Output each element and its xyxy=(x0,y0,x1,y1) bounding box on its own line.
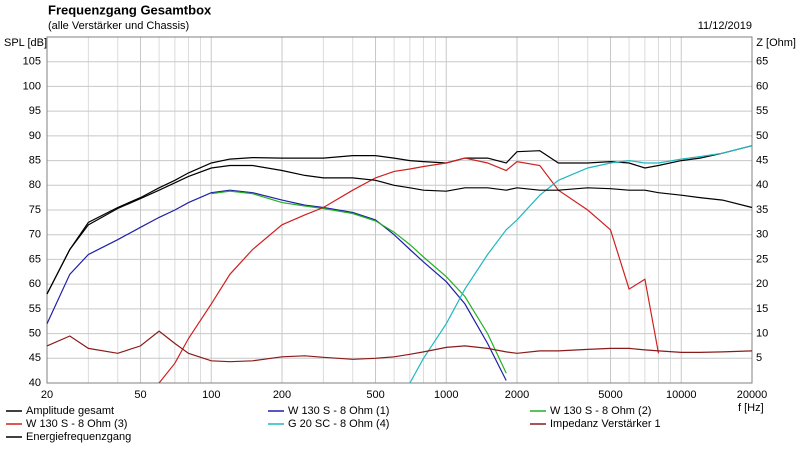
series-line xyxy=(46,145,753,295)
y2-axis-label: Z [Ohm] xyxy=(756,37,796,49)
legend-label: W 130 S - 8 Ohm (2) xyxy=(550,405,651,417)
x-tick-label: 100 xyxy=(202,389,220,401)
y-tick-label: 75 xyxy=(29,204,41,216)
series-line xyxy=(158,157,660,384)
y2-tick-label: 20 xyxy=(756,278,768,290)
y2-tick-label: 35 xyxy=(756,204,768,216)
x-tick-label: 2000 xyxy=(505,389,529,401)
chart-subtitle: (alle Verstärker und Chassis) xyxy=(48,20,189,32)
x-tick-label: 5000 xyxy=(598,389,622,401)
series-line xyxy=(46,189,507,381)
series-line xyxy=(46,164,753,295)
y2-tick-label: 15 xyxy=(756,303,768,315)
series-line xyxy=(211,190,507,374)
y2-tick-label: 10 xyxy=(756,327,768,339)
series-line xyxy=(409,145,753,384)
legend-label: G 20 SC - 8 Ohm (4) xyxy=(288,418,389,430)
x-axis-label: f [Hz] xyxy=(738,402,764,414)
chart-date: 11/12/2019 xyxy=(698,20,752,32)
y2-tick-label: 45 xyxy=(756,154,768,166)
y2-tick-label: 50 xyxy=(756,130,768,142)
y2-tick-label: 40 xyxy=(756,179,768,191)
y-tick-label: 45 xyxy=(29,352,41,364)
chart-title: Frequenzgang Gesamtbox xyxy=(48,2,212,17)
y-tick-label: 60 xyxy=(29,278,41,290)
y-tick-label: 100 xyxy=(23,80,41,92)
y-tick-label: 80 xyxy=(29,179,41,191)
legend-label: Energiefrequenzgang xyxy=(26,431,131,443)
legend-label: W 130 S - 8 Ohm (3) xyxy=(26,418,127,430)
series-line xyxy=(46,330,753,363)
x-tick-label: 1000 xyxy=(434,389,458,401)
y2-tick-label: 60 xyxy=(756,80,768,92)
y-tick-label: 105 xyxy=(23,56,41,68)
y-tick-label: 85 xyxy=(29,154,41,166)
y2-tick-label: 65 xyxy=(756,56,768,68)
x-tick-label: 50 xyxy=(134,389,146,401)
x-tick-label: 10000 xyxy=(666,389,697,401)
x-tick-label: 20000 xyxy=(737,389,768,401)
y-tick-label: 40 xyxy=(29,377,41,389)
legend-label: W 130 S - 8 Ohm (1) xyxy=(288,405,389,417)
y-axis-label: SPL [dB] xyxy=(4,37,47,49)
y-tick-label: 90 xyxy=(29,130,41,142)
y2-tick-label: 5 xyxy=(756,352,762,364)
y-tick-label: 65 xyxy=(29,253,41,265)
y-tick-label: 70 xyxy=(29,229,41,241)
x-tick-label: 20 xyxy=(41,389,53,401)
x-tick-label: 500 xyxy=(366,389,384,401)
y2-tick-label: 30 xyxy=(756,229,768,241)
y2-tick-label: 25 xyxy=(756,253,768,265)
y-tick-label: 50 xyxy=(29,327,41,339)
legend-label: Amplitude gesamt xyxy=(26,405,114,417)
y2-tick-label: 55 xyxy=(756,105,768,117)
y-tick-label: 55 xyxy=(29,303,41,315)
y-tick-label: 95 xyxy=(29,105,41,117)
legend-label: Impedanz Verstärker 1 xyxy=(550,418,661,430)
plot-frame xyxy=(46,36,753,384)
x-tick-label: 200 xyxy=(273,389,291,401)
